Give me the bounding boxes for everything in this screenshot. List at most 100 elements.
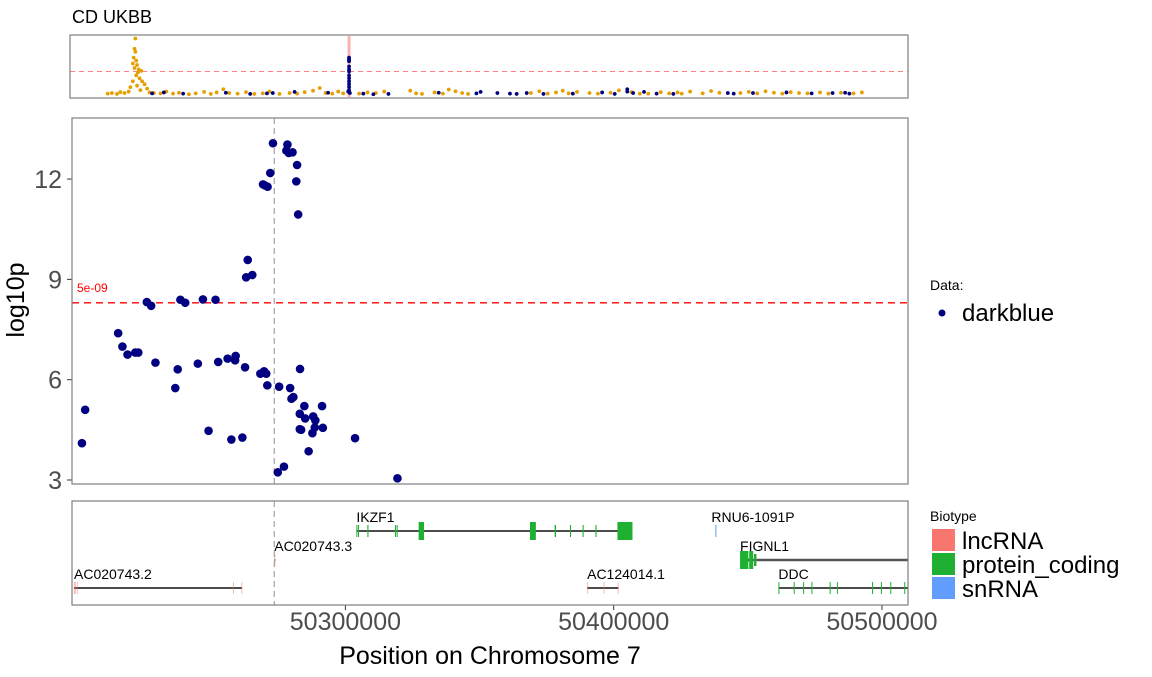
overview-point-orange (214, 90, 219, 95)
snp-point (213, 357, 223, 367)
overview-point-darkblue (270, 91, 275, 95)
overview-point-orange (566, 91, 571, 96)
x-tick-label: 50300000 (290, 608, 401, 636)
snp-point (274, 382, 284, 392)
overview-point-orange (277, 92, 282, 96)
snp-point (180, 298, 190, 308)
overview-point-darkblue (371, 92, 376, 97)
snp-point (300, 414, 310, 423)
overview-point-darkblue (347, 73, 351, 78)
overview-point-orange (317, 86, 322, 90)
overview-point-darkblue (150, 91, 155, 96)
overview-point-orange (554, 90, 558, 95)
legend-snrna-swatch (932, 577, 955, 599)
snp-point (263, 182, 272, 192)
snp-point (133, 348, 143, 357)
overview-point-darkblue (731, 91, 736, 96)
overview-point-darkblue (223, 90, 228, 95)
snp-point (318, 423, 328, 433)
overview-point-orange (560, 88, 565, 93)
overview-point-darkblue (830, 91, 835, 95)
snp-point (273, 468, 283, 477)
overview-point-orange (826, 91, 831, 96)
overview-point-darkblue (600, 90, 605, 95)
overview-point-orange (446, 87, 451, 92)
overview-point-orange (193, 91, 198, 96)
exon (358, 525, 359, 537)
legend-lncrna-swatch (932, 529, 955, 551)
exon (617, 522, 633, 540)
overview-point-darkblue (347, 69, 351, 74)
overview-point-orange (658, 90, 663, 95)
y-tick-label: 12 (34, 166, 62, 194)
snp-point (223, 354, 232, 363)
overview-point-orange (545, 91, 550, 96)
overview-point-darkblue (784, 90, 789, 95)
overview-point-darkblue (495, 91, 500, 95)
overview-point-orange (851, 91, 856, 96)
overview-point-orange (252, 92, 257, 96)
overview-point-darkblue (625, 89, 630, 94)
overview-point-darkblue (326, 90, 331, 95)
exon (367, 525, 369, 537)
overview-point-darkblue (631, 91, 636, 95)
overview-point-orange (432, 90, 437, 95)
snp-point (393, 474, 402, 483)
overview-point-darkblue (347, 85, 351, 90)
exon (569, 525, 572, 537)
snp-point (263, 381, 272, 390)
exon (396, 525, 398, 537)
snp-point (308, 428, 317, 438)
overview-point-orange (140, 79, 144, 84)
overview-point-darkblue (386, 92, 391, 96)
overview-point-orange (128, 85, 133, 90)
snp-point (296, 425, 306, 435)
snp-point (243, 255, 253, 265)
exon (890, 582, 892, 594)
snp-point (292, 160, 302, 170)
exon (793, 582, 795, 594)
overview-point-orange (130, 79, 135, 84)
overview-point-orange (738, 91, 743, 95)
snp-point (295, 364, 305, 374)
exon (754, 554, 757, 566)
overview-point-orange (709, 89, 713, 93)
snp-point (113, 328, 123, 338)
overview-point-orange (158, 91, 163, 96)
snp-point (123, 350, 132, 359)
exon (811, 582, 813, 594)
x-tick-labels: 50300000 50400000 50500000 (290, 608, 938, 636)
exon (232, 582, 234, 594)
overview-point-darkblue (654, 91, 659, 96)
exon (603, 582, 605, 594)
overview-point-orange (529, 91, 533, 95)
overview-point-orange (616, 88, 621, 93)
overview-point-orange (202, 89, 206, 94)
snp-point (170, 383, 180, 393)
snp-point (173, 365, 183, 374)
overview-point-orange (420, 92, 424, 96)
snp-point (350, 433, 360, 443)
snp-point (279, 462, 289, 471)
overview-point-orange (135, 70, 140, 75)
overview-point-orange (688, 89, 693, 94)
overview-point-orange (341, 91, 346, 96)
exon (778, 582, 780, 594)
overview-point-orange (145, 86, 149, 91)
gene-label: DDC (778, 566, 808, 582)
x-tick-label: 50400000 (558, 608, 669, 636)
overview-point-orange (131, 55, 136, 60)
main-frame (71, 117, 909, 485)
snp-point (238, 433, 247, 442)
overview-point-darkblue (725, 91, 730, 95)
overview-point-orange (679, 91, 684, 96)
legend-snrna-label: snRNA (962, 576, 1038, 603)
overview-point-orange (788, 90, 793, 95)
x-tick-label: 50500000 (826, 608, 937, 636)
gene-fignl1: FIGNL1 (740, 538, 908, 569)
overview-point-orange (118, 90, 123, 95)
gene-label: FIGNL1 (740, 538, 789, 554)
overview-point-darkblue (612, 92, 617, 96)
